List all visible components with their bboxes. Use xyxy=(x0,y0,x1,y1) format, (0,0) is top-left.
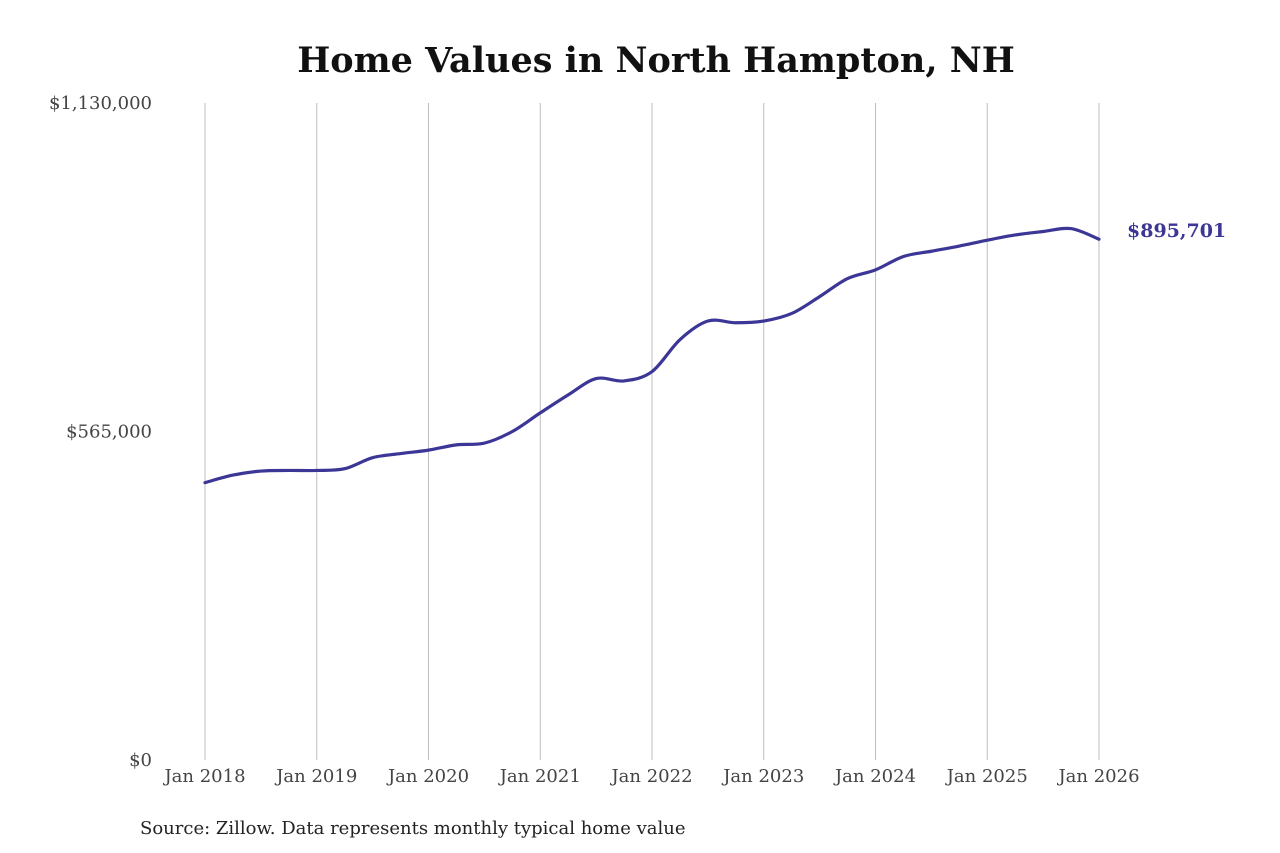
x-tick-label: Jan 2026 xyxy=(1056,766,1139,787)
series-line-0 xyxy=(203,226,1101,485)
x-tick-label: Jan 2025 xyxy=(945,766,1028,787)
x-tick-label: Jan 2020 xyxy=(386,766,469,787)
y-tick-label: $0 xyxy=(129,750,152,771)
gridlines xyxy=(204,103,1100,760)
end-value-label: $895,701 xyxy=(1127,220,1226,242)
x-tick-label: Jan 2018 xyxy=(162,766,245,787)
x-tick-label: Jan 2021 xyxy=(498,766,581,787)
x-tick-label: Jan 2019 xyxy=(274,766,357,787)
y-axis-ticks: $0 $565,000 $1,130,000 xyxy=(49,93,152,771)
x-tick-label: Jan 2022 xyxy=(609,766,692,787)
source-note: Source: Zillow. Data represents monthly … xyxy=(140,818,686,839)
x-tick-label: Jan 2023 xyxy=(721,766,804,787)
x-tick-label: Jan 2024 xyxy=(833,766,916,787)
x-axis-ticks: Jan 2018 Jan 2019 Jan 2020 Jan 2021 Jan 2022… xyxy=(162,766,1139,787)
chart-title: Home Values in North Hampton, NH xyxy=(297,40,1015,81)
y-tick-label: $565,000 xyxy=(66,422,152,443)
y-tick-label: $1,130,000 xyxy=(49,93,152,114)
series-layer xyxy=(203,226,1101,485)
